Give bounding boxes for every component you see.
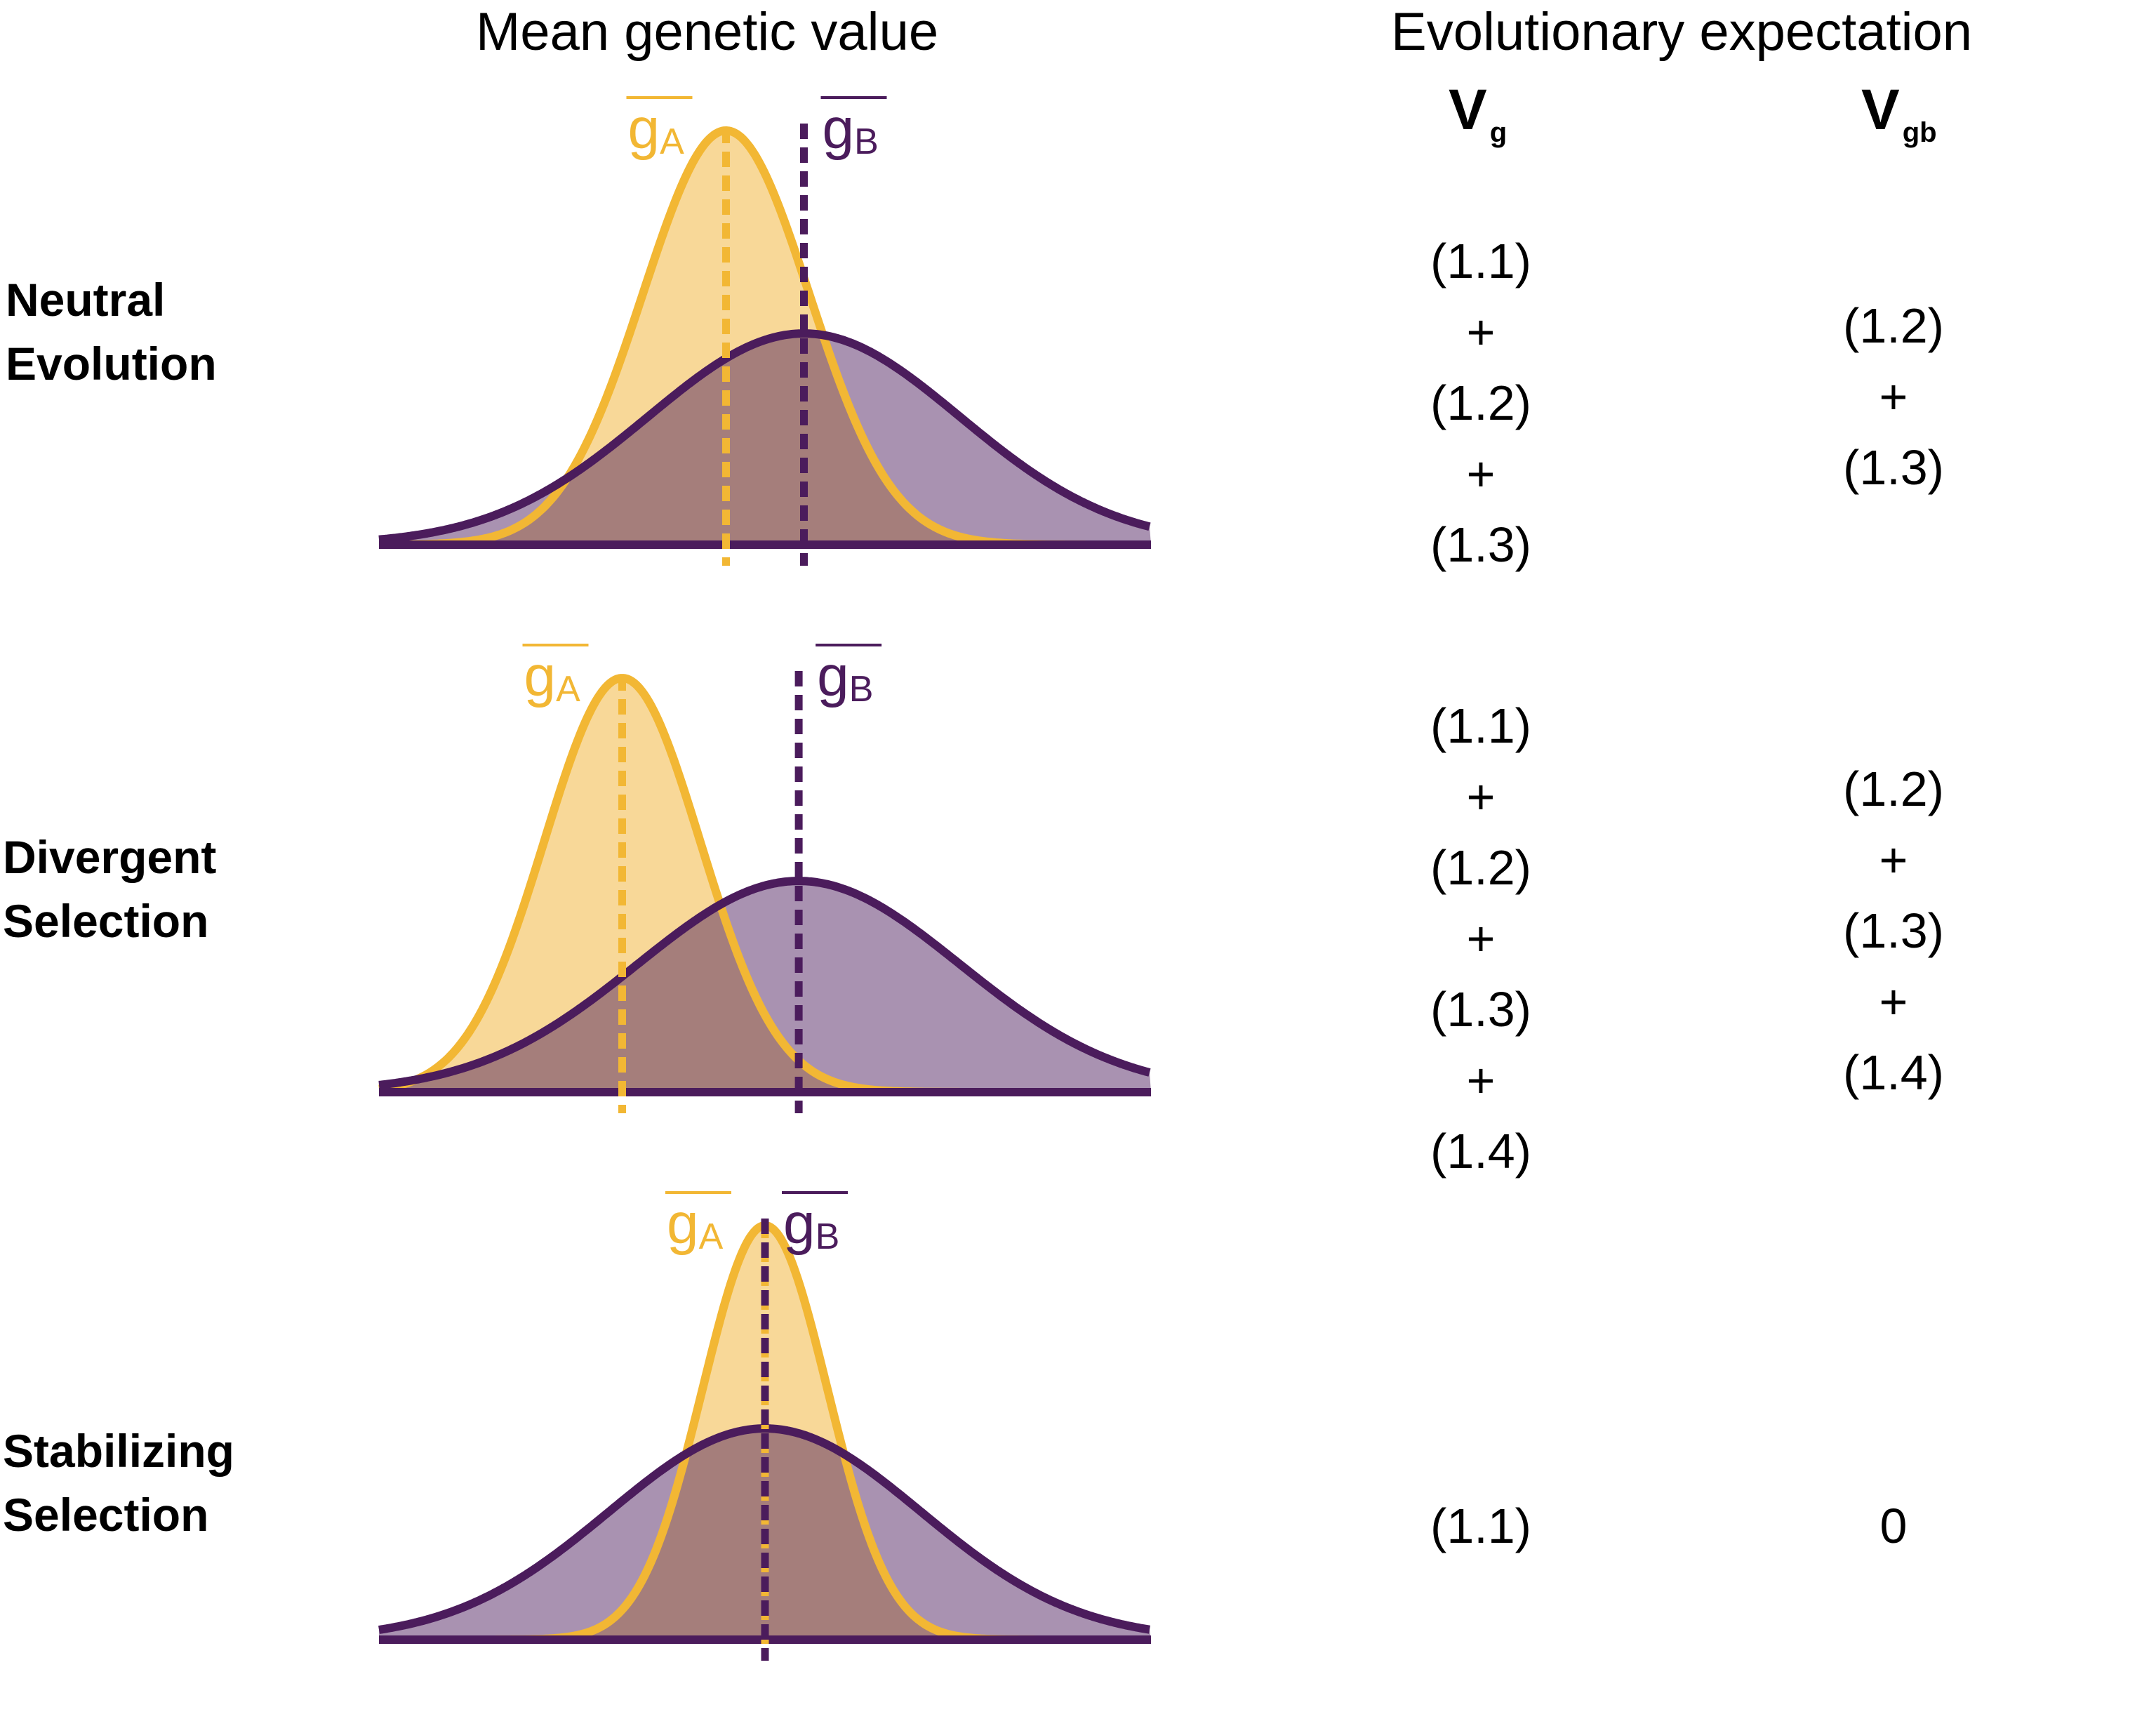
mean-label-b-subscript: B bbox=[854, 121, 879, 162]
expr-term: 0 bbox=[1879, 1499, 1908, 1553]
expr-term: (1.2) bbox=[1430, 840, 1531, 895]
population-b-curve bbox=[377, 877, 1152, 1089]
row-label-line: Selection bbox=[3, 895, 209, 947]
mean-label-a-subscript: A bbox=[699, 1216, 724, 1257]
row-label-line: Stabilizing bbox=[3, 1425, 234, 1477]
vg-expression-neutral: (1.1) + (1.2) + (1.3) bbox=[1362, 226, 1600, 580]
mean-label-b-subscript: B bbox=[849, 669, 874, 710]
expr-term: + bbox=[1466, 911, 1496, 966]
population-a-area bbox=[379, 678, 1151, 1092]
expr-term: (1.3) bbox=[1843, 903, 1944, 958]
mean-label-b-letter: g bbox=[783, 1192, 816, 1256]
column-head-vg-sub: g bbox=[1489, 117, 1508, 148]
header-evolutionary-expectation: Evolutionary expectation bbox=[1391, 2, 1973, 62]
vg-expression-divergent: (1.1) + (1.2) + (1.3) + (1.4) bbox=[1362, 691, 1600, 1187]
expr-term: (1.2) bbox=[1430, 376, 1531, 430]
mean-label-a-subscript: A bbox=[556, 669, 580, 710]
vgb-expression-neutral: (1.2) + (1.3) bbox=[1774, 291, 2013, 503]
expr-term: + bbox=[1466, 305, 1496, 359]
expr-term: + bbox=[1466, 446, 1496, 501]
row-label-stabilizing-selection: Stabilizing Selection bbox=[3, 1419, 234, 1547]
column-head-vgb-sub: gb bbox=[1902, 117, 1937, 148]
row-label-neutral-evolution: Neutral Evolution bbox=[6, 268, 217, 396]
mean-label-a: gA bbox=[628, 97, 685, 162]
population-b-curve bbox=[377, 329, 1152, 544]
row-label-line: Divergent bbox=[3, 831, 217, 883]
header-mean-genetic-value: Mean genetic value bbox=[476, 2, 939, 62]
population-b-area bbox=[379, 333, 1151, 545]
expr-term: (1.4) bbox=[1843, 1045, 1944, 1100]
vgb-expression-stabilizing: 0 bbox=[1774, 1491, 2013, 1562]
mean-label-b: gB bbox=[783, 1192, 839, 1257]
mean-label-b: gB bbox=[823, 97, 879, 162]
mean-label-b-subscript: B bbox=[816, 1216, 840, 1257]
expr-term: + bbox=[1466, 1053, 1496, 1108]
row-label-line: Neutral bbox=[6, 274, 166, 326]
mean-label-a-subscript: A bbox=[660, 121, 684, 162]
expr-term: (1.4) bbox=[1430, 1124, 1531, 1179]
expr-term: (1.3) bbox=[1430, 982, 1531, 1037]
row-label-line: Selection bbox=[3, 1489, 209, 1541]
column-head-vgb-main: V bbox=[1861, 78, 1900, 142]
mean-label-b-letter: g bbox=[823, 97, 855, 161]
column-head-vg-main: V bbox=[1449, 78, 1487, 142]
expr-term: (1.2) bbox=[1843, 298, 1944, 353]
expr-term: + bbox=[1879, 369, 1908, 424]
expr-term: (1.1) bbox=[1430, 234, 1531, 288]
mean-label-a-letter: g bbox=[628, 97, 660, 161]
expr-term: (1.3) bbox=[1843, 440, 1944, 495]
mean-label-a-letter: g bbox=[524, 644, 557, 708]
expr-term: (1.3) bbox=[1430, 517, 1531, 572]
distribution-panel-neutral: gA gB bbox=[377, 96, 1152, 566]
expr-term: (1.1) bbox=[1430, 698, 1531, 753]
expr-term: + bbox=[1879, 974, 1908, 1029]
mean-label-a: gA bbox=[524, 644, 581, 710]
mean-label-a: gA bbox=[667, 1192, 724, 1257]
expr-term: + bbox=[1466, 769, 1496, 824]
expr-term: (1.2) bbox=[1843, 762, 1944, 816]
population-b-area bbox=[379, 881, 1151, 1092]
mean-label-b: gB bbox=[817, 644, 873, 710]
mean-label-b-letter: g bbox=[817, 644, 849, 708]
distribution-panel-stabilizing: gA gB bbox=[377, 1191, 1152, 1661]
mean-label-a-letter: g bbox=[667, 1192, 699, 1256]
distribution-panel-divergent: gA gB bbox=[377, 644, 1152, 1113]
row-label-divergent-selection: Divergent Selection bbox=[3, 825, 216, 953]
expr-term: (1.1) bbox=[1430, 1499, 1531, 1553]
vgb-expression-divergent: (1.2) + (1.3) + (1.4) bbox=[1774, 754, 2013, 1108]
row-label-line: Evolution bbox=[6, 338, 217, 390]
vg-expression-stabilizing: (1.1) bbox=[1362, 1491, 1600, 1562]
expr-term: + bbox=[1879, 832, 1908, 887]
